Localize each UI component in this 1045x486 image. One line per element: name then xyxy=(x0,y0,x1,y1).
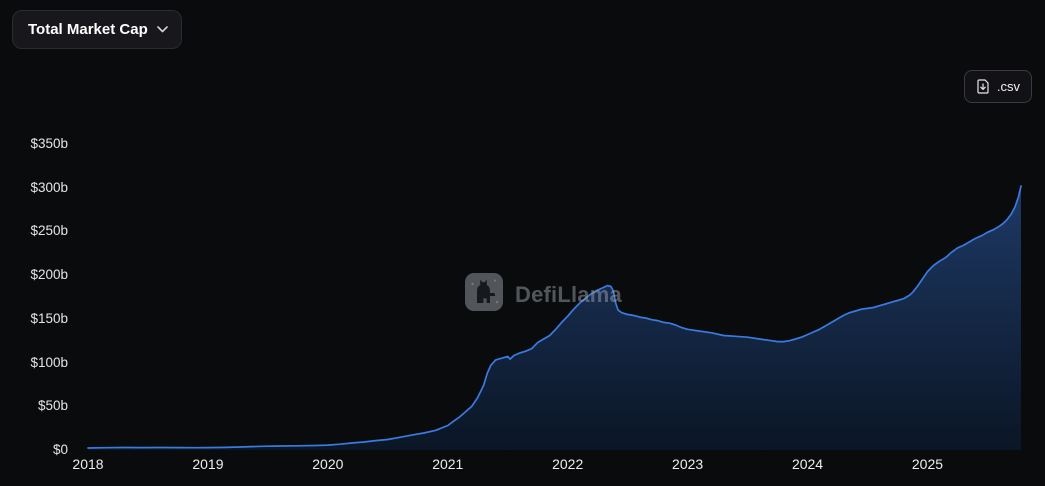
chart-area-fill xyxy=(88,186,1021,450)
x-axis-tick-label: 2020 xyxy=(312,456,344,472)
y-axis-tick-label: $250b xyxy=(30,223,68,239)
chart-line-series xyxy=(87,185,1022,449)
metric-dropdown[interactable]: Total Market Cap xyxy=(12,10,182,49)
download-csv-button[interactable]: .csv xyxy=(963,70,1032,103)
y-axis-tick-label: $300b xyxy=(30,179,68,195)
y-axis-tick-label: $350b xyxy=(30,136,68,151)
y-axis-tick-label: $50b xyxy=(37,398,68,414)
x-axis-tick-label: 2022 xyxy=(552,456,584,472)
x-axis-tick-label: 2019 xyxy=(192,456,224,472)
metric-dropdown-label: Total Market Cap xyxy=(28,21,148,38)
x-axis-tick-label: 2018 xyxy=(72,456,104,472)
y-axis-tick-label: $100b xyxy=(30,354,68,370)
y-axis-tick-label: $200b xyxy=(30,267,68,283)
y-axis-tick-label: $150b xyxy=(30,310,68,326)
download-csv-icon xyxy=(976,79,990,94)
x-axis-tick-label: 2024 xyxy=(791,456,824,472)
x-axis-tick-label: 2023 xyxy=(672,456,704,472)
x-axis-tick-label: 2025 xyxy=(911,456,944,472)
chevron-down-icon xyxy=(156,26,168,33)
x-axis-tick-label: 2021 xyxy=(432,456,464,472)
download-csv-label: .csv xyxy=(996,79,1020,94)
y-axis-tick-label: $0 xyxy=(52,442,68,457)
